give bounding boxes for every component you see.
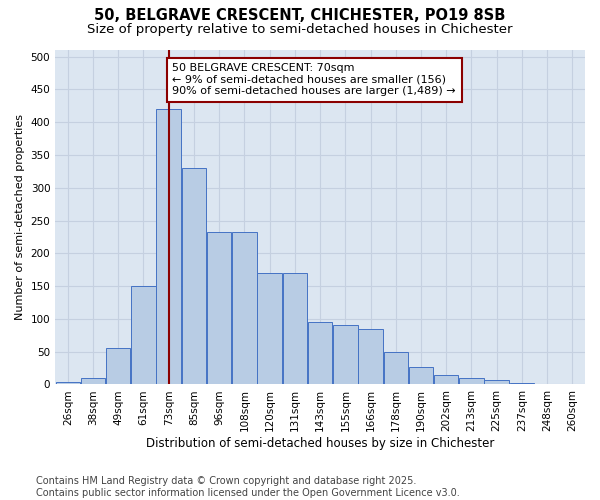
- Bar: [484, 380, 509, 384]
- Bar: [358, 328, 383, 384]
- Bar: [182, 168, 206, 384]
- Bar: [383, 352, 408, 384]
- Bar: [56, 382, 80, 384]
- X-axis label: Distribution of semi-detached houses by size in Chichester: Distribution of semi-detached houses by …: [146, 437, 494, 450]
- Bar: [308, 322, 332, 384]
- Bar: [509, 383, 534, 384]
- Bar: [257, 273, 282, 384]
- Bar: [409, 367, 433, 384]
- Y-axis label: Number of semi-detached properties: Number of semi-detached properties: [15, 114, 25, 320]
- Bar: [232, 232, 257, 384]
- Bar: [106, 348, 130, 384]
- Bar: [81, 378, 105, 384]
- Bar: [283, 273, 307, 384]
- Text: Contains HM Land Registry data © Crown copyright and database right 2025.
Contai: Contains HM Land Registry data © Crown c…: [36, 476, 460, 498]
- Bar: [131, 286, 156, 384]
- Text: 50, BELGRAVE CRESCENT, CHICHESTER, PO19 8SB: 50, BELGRAVE CRESCENT, CHICHESTER, PO19 …: [94, 8, 506, 22]
- Bar: [207, 232, 232, 384]
- Text: 50 BELGRAVE CRESCENT: 70sqm
← 9% of semi-detached houses are smaller (156)
90% o: 50 BELGRAVE CRESCENT: 70sqm ← 9% of semi…: [172, 63, 456, 96]
- Bar: [459, 378, 484, 384]
- Bar: [333, 326, 358, 384]
- Bar: [434, 374, 458, 384]
- Text: Size of property relative to semi-detached houses in Chichester: Size of property relative to semi-detach…: [87, 22, 513, 36]
- Bar: [157, 109, 181, 384]
